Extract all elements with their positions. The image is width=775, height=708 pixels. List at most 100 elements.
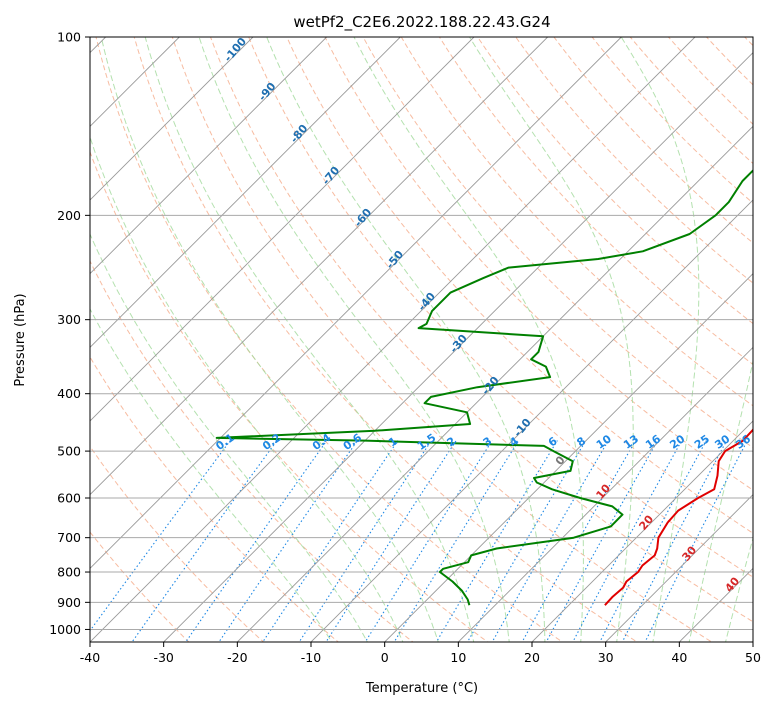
- x-tick-label: 10: [450, 650, 466, 665]
- moist-adiabat-label: -40: [415, 290, 438, 314]
- moist-adiabat: [90, 232, 368, 642]
- mixing-ratio-label: 13: [621, 432, 641, 451]
- dry-adiabat: [591, 37, 753, 204]
- sounding-profiles: [215, 169, 753, 606]
- isotherm: [90, 37, 622, 569]
- x-tick-label: 0: [381, 650, 389, 665]
- dry-adiabat: [248, 37, 753, 578]
- moist-adiabat-label: -70: [320, 164, 343, 188]
- y-axis-label: Pressure (hPa): [13, 293, 28, 386]
- background-lines: [90, 37, 753, 642]
- moist-adiabat-label: -50: [383, 248, 406, 272]
- isotherm: [163, 52, 753, 642]
- x-tick-label: -20: [227, 650, 247, 665]
- mixing-ratio-label: 8: [574, 434, 588, 449]
- y-tick-label: 700: [57, 530, 81, 545]
- mixing-ratio-label: 1.5: [415, 431, 438, 453]
- mixing-ratio-label: 3: [481, 434, 495, 449]
- y-tick-label: 400: [57, 386, 81, 401]
- y-axis-ticks: 100 200 300 400 500 600 700 800 900 1000: [49, 30, 90, 637]
- dry-adiabat: [744, 37, 753, 47]
- moist-adiabat: [198, 37, 510, 642]
- dry-adiabat: [286, 37, 753, 534]
- mixing-ratio-label: 0.6: [341, 431, 365, 453]
- isotherm: [310, 199, 753, 642]
- x-tick-label: 40: [671, 650, 687, 665]
- mixing-ratio-line: [298, 440, 432, 642]
- plot-frame: [89, 36, 754, 643]
- moist-adiabat-label: -60: [352, 206, 375, 230]
- mixing-ratio-line: [325, 440, 457, 642]
- isotherm: [531, 420, 753, 642]
- moist-adiabat-label: -10: [511, 416, 534, 440]
- moist-adiabat-label: 20: [636, 512, 656, 532]
- isotherm: [90, 37, 327, 275]
- mixing-ratio-line: [599, 440, 707, 642]
- x-axis-ticks: -40 -30 -20 -10 0 10 20 30 40 50: [80, 642, 761, 665]
- dry-adiabat: [95, 37, 564, 642]
- moist-adiabat-label: 30: [679, 543, 699, 563]
- isotherm: [605, 494, 753, 642]
- mixing-ratio-label: 10: [594, 432, 614, 452]
- temperature-profile: [604, 427, 753, 606]
- x-tick-label: -40: [80, 650, 100, 665]
- chart-title: wetPf2_C2E6.2022.188.22.43.G24: [293, 13, 550, 32]
- dry-adiabat: [90, 531, 190, 642]
- dry-adiabat: [438, 37, 753, 366]
- y-tick-label: 300: [57, 312, 81, 327]
- moist-adiabat-label: 10: [593, 481, 613, 501]
- y-tick-label: 1000: [49, 622, 81, 637]
- y-tick-label: 200: [57, 208, 81, 223]
- isotherm: [90, 37, 696, 642]
- mixing-ratio-label: 0.1: [213, 431, 236, 453]
- moist-adiabat-label: -100: [221, 35, 249, 65]
- moist-adiabat: [90, 135, 404, 642]
- dry-adiabat: [553, 37, 753, 244]
- isotherm: [237, 125, 753, 642]
- moist-adiabat-label: -30: [447, 332, 470, 356]
- x-tick-label: -10: [301, 650, 321, 665]
- mixing-ratio-line: [90, 440, 231, 632]
- dry-adiabat: [667, 37, 753, 125]
- dry-adiabat: [133, 37, 638, 642]
- mixing-ratio-line: [131, 440, 278, 642]
- moist-adiabat-label: -90: [256, 80, 279, 104]
- mixing-ratio-line: [364, 440, 493, 642]
- x-tick-label: 20: [524, 650, 540, 665]
- isotherm: [90, 37, 401, 348]
- y-tick-label: 100: [57, 30, 81, 45]
- x-tick-label: 50: [745, 650, 761, 665]
- moist-adiabat: [90, 308, 333, 642]
- moist-adiabat: [468, 37, 634, 642]
- x-axis-label: Temperature (°C): [365, 681, 478, 696]
- dry-adiabat: [90, 356, 340, 642]
- isotherm: [90, 37, 254, 201]
- mixing-ratio-line: [621, 440, 728, 642]
- dry-adiabat: [209, 37, 753, 623]
- moist-adiabat: [688, 358, 753, 642]
- moist-adiabat: [100, 37, 439, 642]
- dry-adiabat: [171, 37, 713, 642]
- mixing-ratio-line: [435, 440, 558, 642]
- moist-adiabat: [266, 37, 546, 642]
- isotherm: [384, 273, 753, 642]
- isotherm: [90, 37, 548, 496]
- mixing-ratio-line: [521, 440, 637, 642]
- mixing-ratio-label: 20: [667, 432, 687, 452]
- x-tick-label: -30: [153, 650, 173, 665]
- moist-adiabat: [620, 37, 700, 642]
- x-tick-label: 30: [598, 650, 614, 665]
- mixing-ratio-label: 36: [733, 432, 753, 452]
- y-tick-label: 500: [57, 444, 81, 459]
- dry-adiabat: [90, 445, 265, 642]
- moist-adiabat-label: 40: [722, 574, 742, 594]
- y-tick-label: 900: [57, 595, 81, 610]
- mixing-ratio-label: 2: [444, 434, 458, 449]
- isotherm: [90, 37, 475, 422]
- moist-adiabat: [725, 536, 753, 642]
- mixing-ratio-line: [572, 440, 683, 642]
- mixing-ratio-line: [491, 440, 609, 642]
- dry-adiabat: [705, 37, 753, 86]
- y-tick-label: 600: [57, 491, 81, 506]
